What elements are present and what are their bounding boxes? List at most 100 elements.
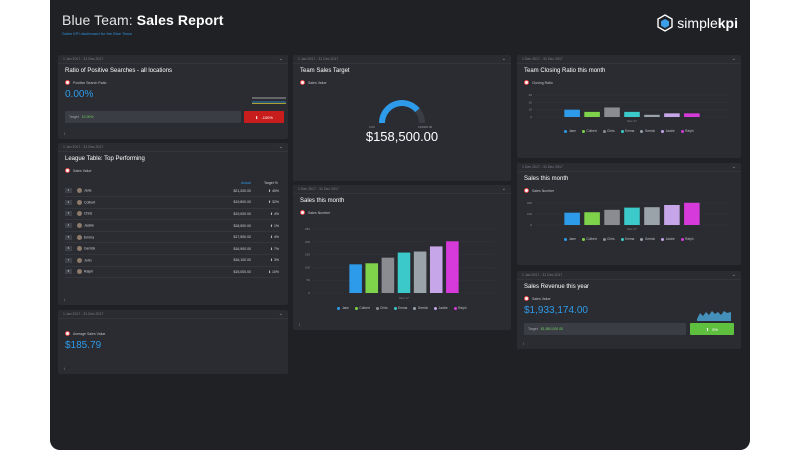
bar-gerrick[interactable] [413,251,427,293]
page-title: Blue Team: Sales Report [62,12,738,28]
target-pct: ⬆ 45% [251,185,279,198]
bar-chris[interactable] [604,209,620,225]
card-title: Team Closing Ratio this month [524,68,606,74]
legend-item-gerrick[interactable]: Gerrick [640,129,655,133]
table-row[interactable]: 7 John $16,100.00 ⬇ 3% [65,254,279,267]
bar-jane[interactable] [564,212,580,225]
info-icon[interactable]: i [299,322,300,327]
y-tick-label: 10 [529,108,533,112]
rep-name: John [84,258,92,263]
card-date: 1 Dec 2017 - 31 Dec 2017 [522,57,563,61]
bar-colbert[interactable] [365,263,379,293]
actual-value: $15,000.00 [191,266,251,279]
bar-jane[interactable] [349,264,362,293]
legend-item-jane[interactable]: Jane [337,306,349,310]
info-icon[interactable]: i [64,297,65,302]
bar-gerrick[interactable] [644,114,660,117]
target-pct: ⬆ 4% [251,208,279,221]
bar-chris[interactable] [381,257,395,293]
card-date: 1 Jan 2017 - 31 Dec 2017 [63,57,104,61]
arrow-down-icon: ⬇ [270,246,273,251]
col-actual-header[interactable]: Actual [241,181,251,185]
chevron-down-icon[interactable]: ⌄ [501,55,506,62]
y-tick-label: 20 [529,100,533,104]
table-row[interactable]: 8 Ralph $15,000.00 ⬇ 10% [65,266,279,279]
chevron-down-icon[interactable]: ⌄ [731,271,736,278]
chevron-down-icon[interactable]: ⌄ [501,185,506,192]
target-icon [524,188,529,193]
bar-jackie[interactable] [664,113,680,117]
legend-item-emma[interactable]: Emma [620,237,634,241]
legend-swatch [434,306,438,310]
info-icon[interactable]: i [523,341,524,346]
bar-emma[interactable] [397,252,411,293]
rank-badge: 4 [65,223,72,229]
bar-jane[interactable] [564,109,580,117]
rank-badge: 5 [65,234,72,240]
bar-ralph[interactable] [684,202,700,225]
bar-colbert[interactable] [584,212,600,225]
legend-item-colbert[interactable]: Colbert [581,129,597,133]
avatar [77,223,82,229]
legend-item-emma[interactable]: Emma [393,306,407,310]
chevron-down-icon[interactable]: ⌄ [278,143,283,150]
info-icon[interactable]: i [64,366,65,371]
legend-item-chris[interactable]: Chris [602,129,615,133]
legend-swatch [375,306,379,310]
legend-item-ralph[interactable]: Ralph [680,129,694,133]
table-row[interactable]: 2 Colbert $19,800.00 ⬆ 32% [65,196,279,209]
table-row[interactable]: 1 Jane $21,200.00 ⬆ 45% [65,185,279,198]
y-tick-label: 200 [527,201,532,205]
legend-item-jackie[interactable]: Jackie [661,237,675,241]
legend-item-ralph[interactable]: Ralph [453,306,467,310]
target-icon [300,80,305,85]
y-tick-label: 30 [529,93,533,97]
legend-item-chris[interactable]: Chris [375,306,388,310]
bar-emma[interactable] [624,207,640,225]
bar-ralph[interactable] [684,113,700,117]
bar-chris[interactable] [604,107,620,117]
bar-colbert[interactable] [584,111,600,117]
rank-badge: 7 [65,257,72,263]
legend-item-gerrick[interactable]: Gerrick [640,237,655,241]
legend-item-jackie[interactable]: Jackie [434,306,448,310]
chart-legend: Jane Colbert Chris Emma Gerrick Jackie Ralph [517,129,741,133]
bar-jackie[interactable] [429,246,443,293]
arrow-up-icon: ⬆ [270,223,273,228]
table-row[interactable]: 3 Chris $19,000.00 ⬆ 4% [65,208,279,221]
chevron-down-icon[interactable]: ⌄ [278,55,283,62]
legend-item-emma[interactable]: Emma [620,129,634,133]
legend-item-jane[interactable]: Jane [564,237,576,241]
legend-item-chris[interactable]: Chris [602,237,615,241]
legend-swatch [620,237,624,241]
dashboard-header: Blue Team: Sales Report Sales KPI dashbo… [62,12,738,40]
col-target-header[interactable]: Target % [264,181,278,185]
card-date: 1 Dec 2017 - 31 Dec 2017 [522,165,563,169]
card-title: Sales this month [300,198,345,204]
legend-item-gerrick[interactable]: Gerrick [413,306,428,310]
y-tick-label: 150 [305,253,310,257]
pct-change-badge: ⬆ 5% [690,323,734,335]
bar-emma[interactable] [624,111,640,117]
bar-gerrick[interactable] [644,207,660,225]
rep-name: Ralph [84,269,94,274]
table-row[interactable]: 4 Jackie $18,500.00 ⬆ 1% [65,219,279,232]
table-row[interactable]: 6 Gerrick $16,900.00 ⬇ 7% [65,242,279,256]
table-row[interactable]: 5 Emma $17,500.00 ⬇ 4% [65,231,279,244]
legend-item-jane[interactable]: Jane [564,129,576,133]
chevron-down-icon[interactable]: ⌄ [731,55,736,62]
bar-ralph[interactable] [446,241,459,293]
simplekpi-logo[interactable]: simplekpi [657,14,738,32]
avatar [77,269,82,275]
legend-item-jackie[interactable]: Jackie [661,129,675,133]
legend-item-ralph[interactable]: Ralph [680,237,694,241]
chevron-down-icon[interactable]: ⌄ [278,310,283,317]
info-icon[interactable]: i [64,131,65,136]
legend-item-colbert[interactable]: Colbert [581,237,597,241]
arrow-up-icon: ⬆ [268,200,271,205]
bar-jackie[interactable] [664,204,680,225]
chevron-down-icon[interactable]: ⌄ [731,163,736,170]
legend-item-colbert[interactable]: Colbert [354,306,370,310]
legend-swatch [680,129,684,133]
sales-this-month-card: 1 Dec 2017 - 31 Dec 2017 ⌄ Sales this mo… [293,185,511,330]
